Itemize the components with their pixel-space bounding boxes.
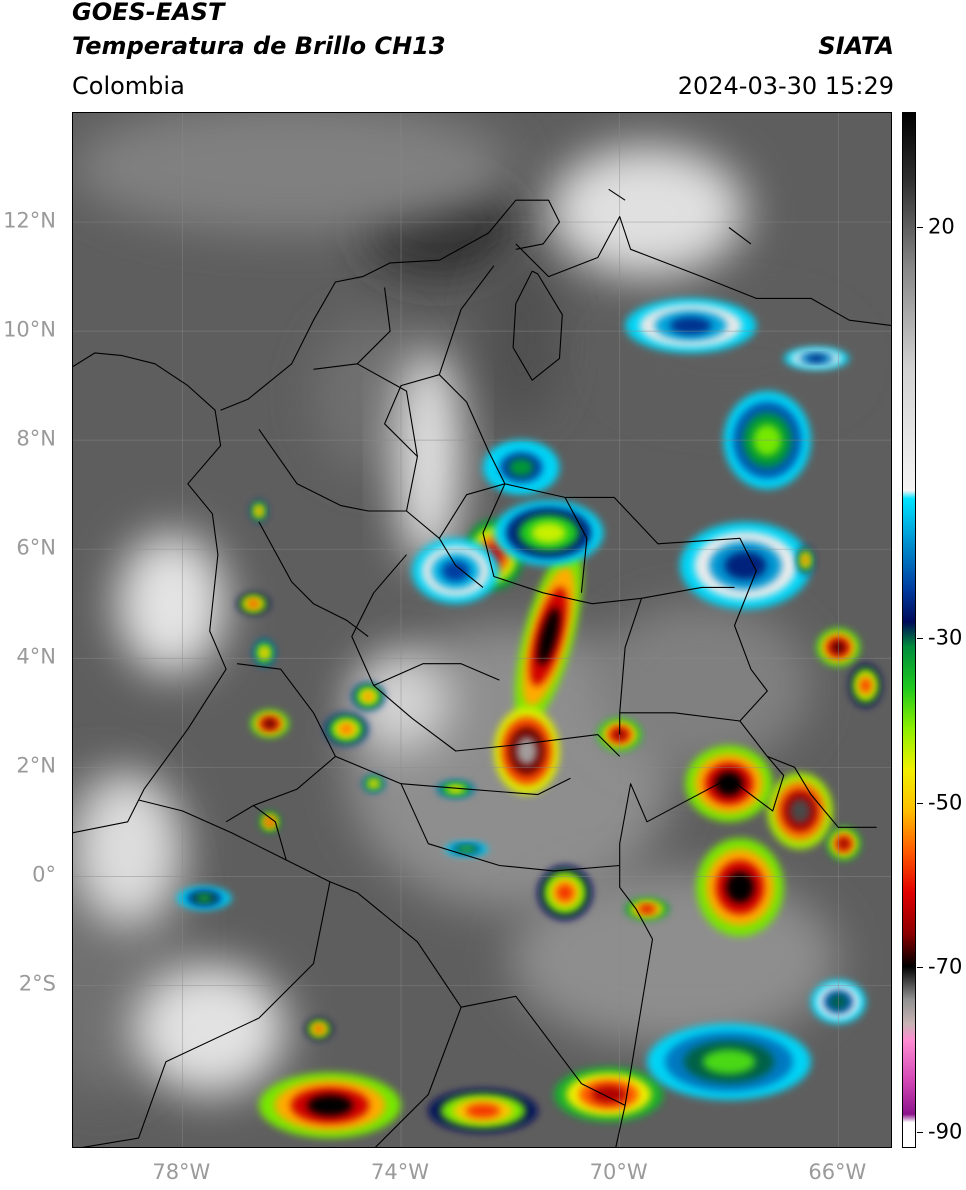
- boundary-line: [728, 227, 752, 245]
- boundary-line: [384, 374, 440, 457]
- convective-cell: [640, 905, 654, 913]
- convective-cell: [556, 884, 574, 902]
- convective-cell: [724, 551, 767, 580]
- convective-cell: [307, 1094, 353, 1116]
- boundary-line: [482, 483, 735, 605]
- convective-cell: [449, 786, 462, 792]
- colorbar-tick-label: 20: [928, 214, 955, 239]
- colorbar-tick-mark: [917, 638, 923, 640]
- boundary-line: [356, 287, 391, 365]
- boundary-line: [335, 755, 571, 796]
- title-region: Colombia: [72, 72, 185, 100]
- boundary-line: [619, 598, 643, 735]
- convective-cell: [339, 723, 354, 735]
- convective-cell: [516, 736, 538, 765]
- convective-cell: [591, 1085, 627, 1104]
- longitude-tick-label: 66°W: [808, 1160, 867, 1184]
- convective-cell: [802, 555, 809, 565]
- boundary-line: [512, 270, 563, 381]
- convective-cell: [715, 771, 743, 796]
- latitude-tick-label: 2°N: [16, 753, 56, 778]
- convective-cell: [860, 678, 871, 693]
- convective-cell: [838, 838, 850, 849]
- cold-cloud-region: [116, 532, 227, 675]
- boundary-line: [253, 805, 287, 861]
- colorbar-tick-label: -70: [928, 954, 963, 979]
- convective-cell: [256, 507, 262, 515]
- longitude-tick-label: 74°W: [371, 1160, 429, 1184]
- boundary-line: [374, 1007, 462, 1147]
- boundary-line: [373, 663, 500, 687]
- convective-cell: [263, 719, 276, 729]
- boundary-line: [564, 497, 588, 593]
- colorbar: [902, 112, 916, 1148]
- boundary-line: [351, 554, 621, 757]
- cold-cloud-region: [133, 963, 287, 1095]
- boundary-line: [73, 352, 227, 834]
- boundary-line: [615, 1105, 626, 1147]
- convective-cell: [531, 522, 567, 544]
- convective-cell: [725, 871, 754, 903]
- title-datetime: 2024-03-30 15:29: [677, 72, 894, 100]
- title-product: Temperatura de Brillo CH13: [72, 32, 446, 60]
- colorbar-tick-mark: [917, 967, 923, 969]
- colorbar-tick-label: -90: [928, 1119, 963, 1144]
- boundary-line: [81, 881, 331, 1147]
- boundary-line: [406, 510, 484, 588]
- convective-cell: [441, 560, 470, 582]
- convective-cell: [509, 458, 534, 477]
- convective-cell: [805, 354, 827, 362]
- boundary-line: [608, 188, 626, 201]
- longitude-tick-label: 70°W: [589, 1160, 648, 1184]
- colorbar-tick-mark: [917, 227, 923, 229]
- latitude-tick-label: 6°N: [16, 535, 56, 560]
- boundary-line: [619, 712, 740, 722]
- longitude-tick-label: 78°W: [152, 1160, 211, 1184]
- colorbar-tick-label: -50: [928, 790, 963, 815]
- boundary-line: [438, 483, 506, 539]
- latitude-tick-label: 10°N: [3, 317, 56, 342]
- latitude-tick-label: 8°N: [16, 426, 56, 451]
- convective-cell: [537, 607, 560, 666]
- cold-cloud-region: [73, 772, 183, 926]
- title-agency: SIATA: [818, 32, 894, 60]
- boundary-line: [258, 521, 369, 637]
- latitude-tick-label: 0°: [32, 862, 56, 887]
- warm-cloud-region: [592, 603, 812, 768]
- convective-cell: [669, 316, 712, 335]
- satellite-map: [72, 112, 892, 1148]
- convective-cell: [260, 648, 268, 658]
- convective-cell: [459, 847, 474, 852]
- convective-cell: [702, 1049, 756, 1074]
- convective-cell: [362, 692, 374, 701]
- latitude-tick-label: 4°N: [16, 644, 56, 669]
- cold-cloud-region: [548, 145, 746, 277]
- convective-cell: [370, 781, 378, 787]
- boundary-line: [767, 755, 877, 828]
- colorbar-tick-label: -30: [928, 625, 963, 650]
- convective-cell: [789, 798, 811, 824]
- warm-cloud-region: [483, 249, 560, 424]
- convective-cell: [314, 1025, 324, 1033]
- convective-cell: [465, 1103, 501, 1118]
- boundary-line: [138, 265, 785, 1106]
- convective-cell: [266, 818, 274, 826]
- boundary-line: [400, 783, 620, 872]
- title-satellite: GOES-EAST: [72, 0, 225, 26]
- latitude-tick-label: 12°N: [3, 208, 56, 233]
- cold-cloud-region: [395, 347, 462, 566]
- boundary-line: [220, 199, 561, 411]
- convective-cell: [248, 600, 259, 608]
- convective-cell: [195, 894, 213, 902]
- colorbar-tick-mark: [917, 802, 923, 804]
- colorbar-tick-mark: [917, 1131, 923, 1133]
- map-canvas: [73, 113, 891, 1147]
- latitude-tick-label: 2°S: [18, 971, 56, 996]
- boundary-line: [515, 216, 891, 327]
